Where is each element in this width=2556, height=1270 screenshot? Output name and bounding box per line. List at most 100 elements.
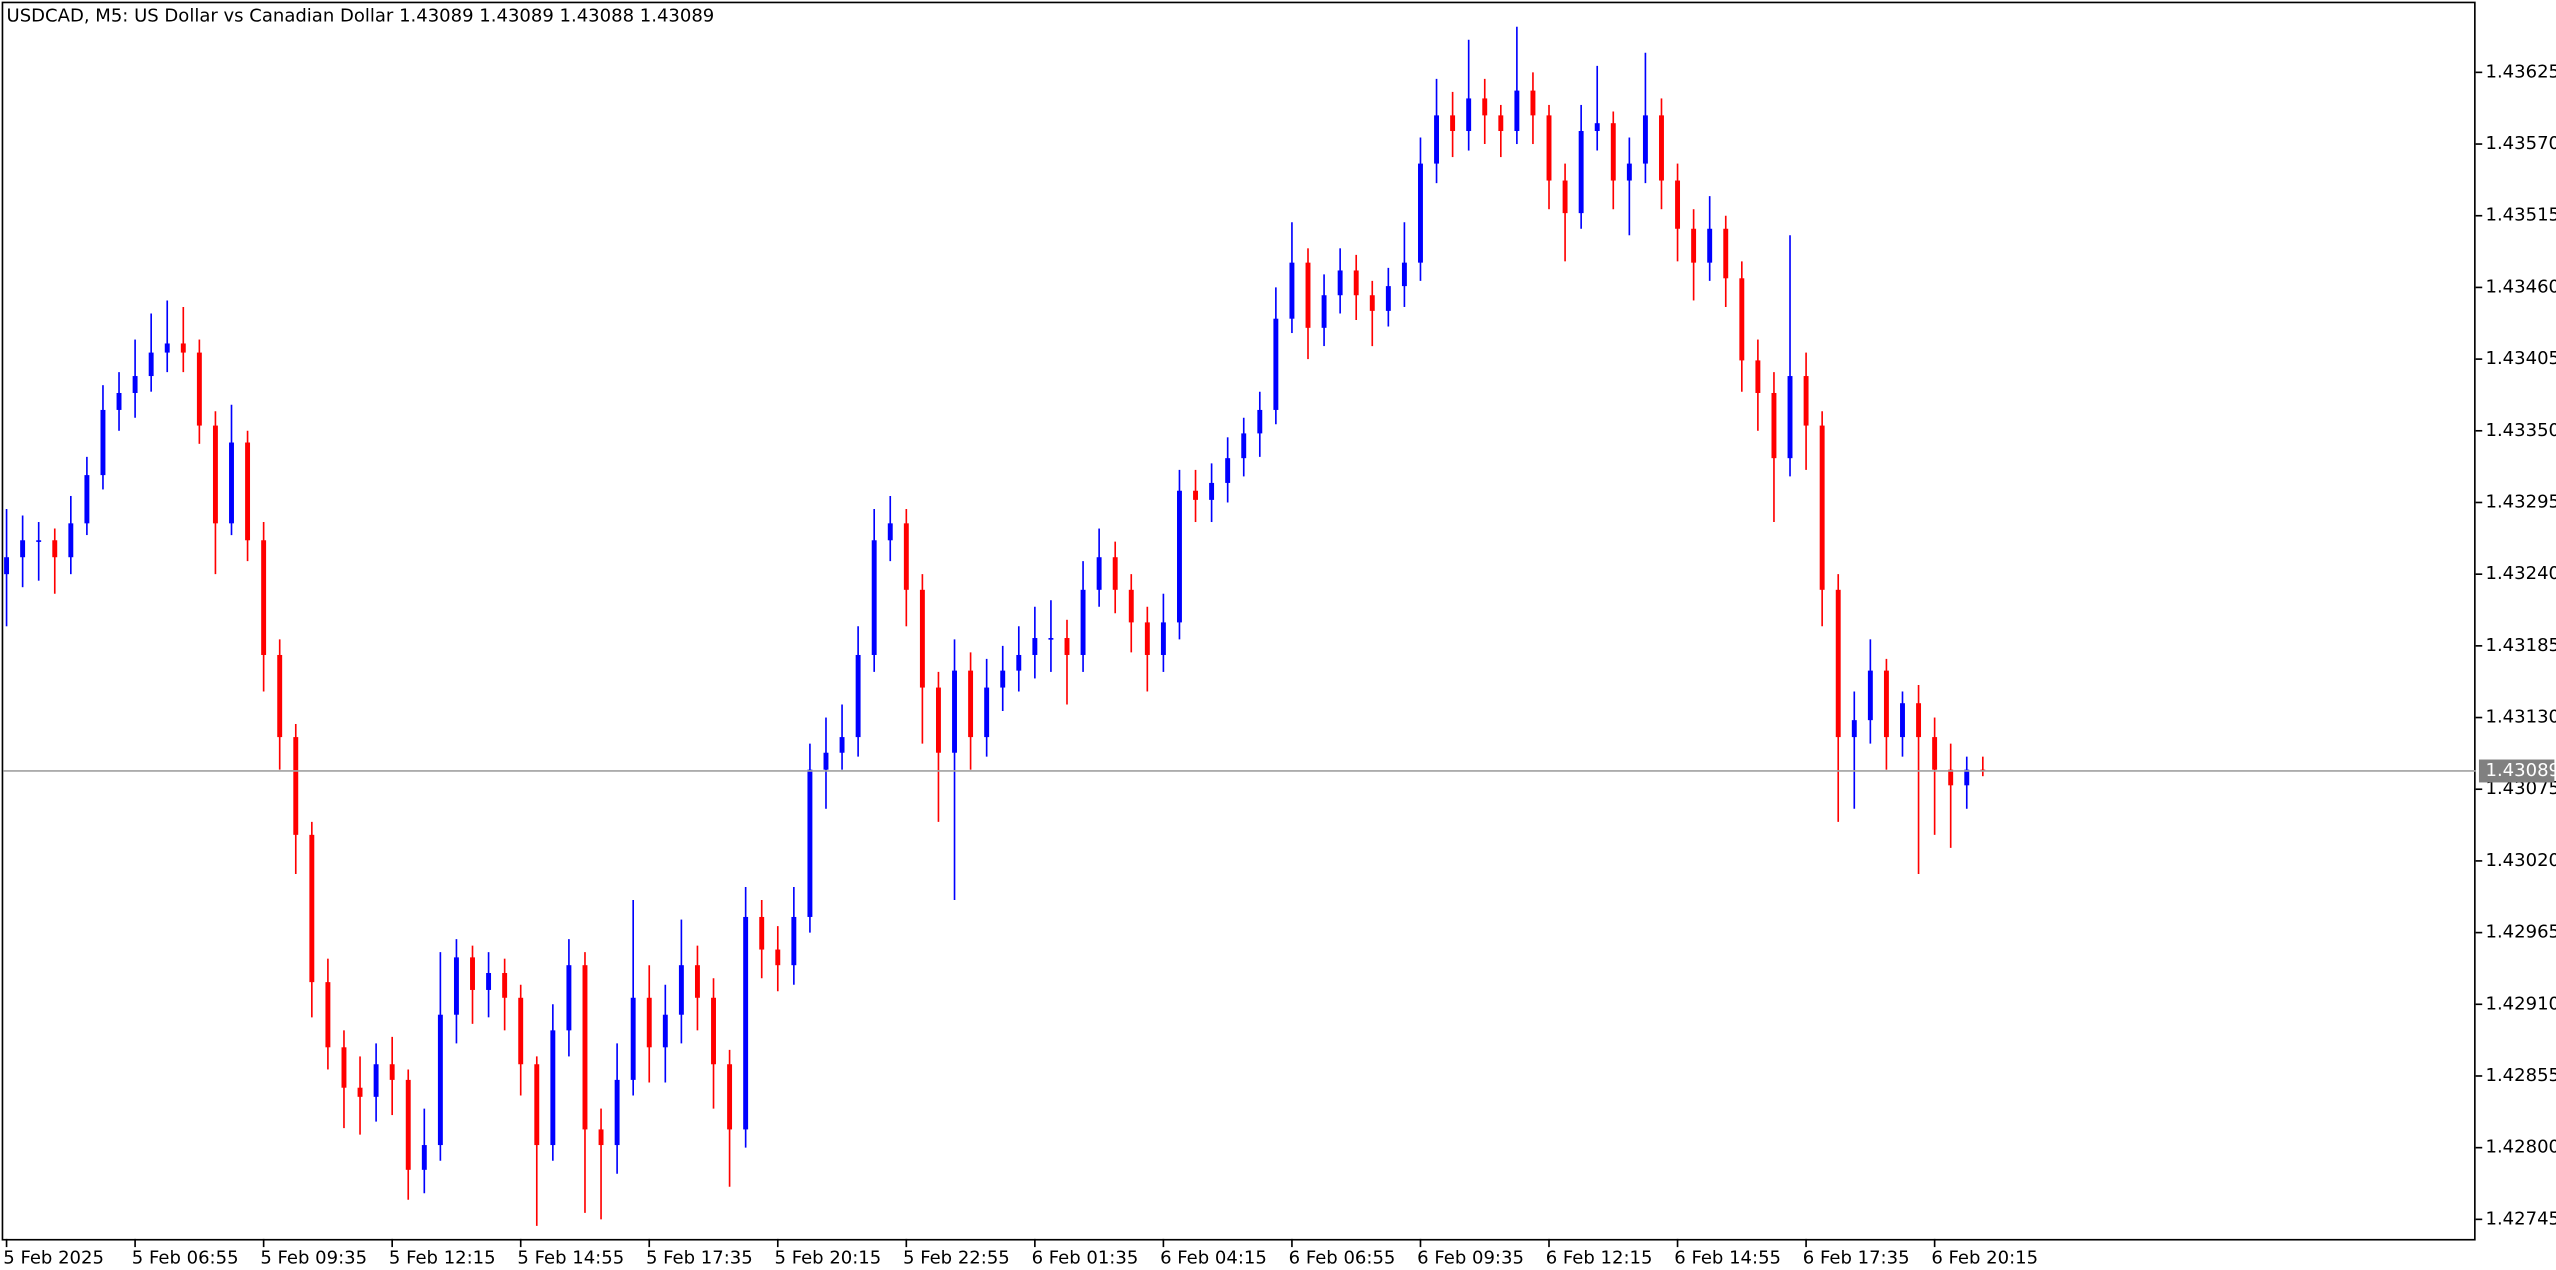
candle-body [919,589,925,688]
candle-body [1562,180,1568,214]
candle-body [309,834,315,983]
candle-body [711,997,716,1065]
candle-body [1675,180,1681,229]
candle-body [1803,376,1809,426]
candle-body [1337,270,1343,296]
candle-body [1514,90,1520,132]
candle-body [678,965,684,1015]
candle-body [1193,490,1198,500]
candle-body [1257,409,1263,434]
candle-body [373,1064,379,1097]
candle-body [470,957,475,990]
candle-body [261,540,267,655]
candle-body [293,737,299,835]
candle-body [389,1064,395,1080]
candle-body [1659,115,1664,181]
candle-body [807,769,813,917]
x-tick-label: 5 Feb 22:55 [903,1248,1010,1269]
x-tick-label: 6 Feb 04:15 [1160,1248,1267,1269]
candle-body [1626,163,1632,181]
candle-body [1642,115,1648,164]
chart-title: USDCAD, M5: US Dollar vs Canadian Dollar… [7,5,715,26]
candle-body [823,752,829,770]
candle-body [775,949,781,966]
y-tick-label: 1.43020 [2486,850,2556,871]
y-tick-label: 1.43570 [2486,133,2556,154]
candle-body [20,540,26,558]
candle-body [871,540,877,655]
candle-body [1000,670,1006,688]
candle-body [36,540,42,542]
x-tick-label: 5 Feb 06:55 [132,1248,239,1269]
candle-body [952,670,957,753]
candle-body [1225,458,1231,483]
candle-body [1755,360,1761,393]
candle-body [502,973,508,998]
y-tick-label: 1.43405 [2486,348,2556,369]
candle-body [1160,622,1166,655]
candle-body [582,965,588,1130]
candle-body [694,965,700,998]
candle-body [421,1145,427,1170]
y-tick-label: 1.43350 [2486,420,2556,441]
candle-body [1739,278,1745,361]
candle-body [1032,638,1038,655]
candle-body [229,442,234,524]
y-tick-label: 1.43625 [2486,61,2556,82]
candle-body [984,687,990,738]
candle-body [791,916,797,966]
x-tick-label: 6 Feb 06:55 [1289,1248,1396,1269]
candle-body [839,737,845,753]
x-tick-label: 6 Feb 14:55 [1674,1248,1781,1269]
candle-body [1385,286,1391,311]
candle-body [1048,638,1054,640]
x-tick-label: 6 Feb 01:35 [1032,1248,1139,1269]
x-tick-label: 6 Feb 12:15 [1546,1248,1653,1269]
y-tick-label: 1.43130 [2486,707,2556,728]
y-tick-label: 1.42910 [2486,993,2556,1014]
candle-body [357,1087,363,1097]
candle-body [1434,115,1440,164]
candle-body [1932,737,1938,770]
candle-body [341,1047,347,1088]
candle-body [196,352,202,426]
candle-body [1450,115,1456,132]
candle-body [1418,163,1423,263]
candle-body [1900,703,1905,738]
candle-body [646,997,652,1048]
candle-body [437,1014,443,1146]
y-tick-label: 1.42965 [2486,922,2556,943]
y-tick-label: 1.42745 [2486,1208,2556,1229]
candle-body [1771,392,1777,459]
candle-body [1177,490,1182,623]
candle-body [855,654,861,738]
x-tick-label: 5 Feb 17:35 [646,1248,753,1269]
candle-body [1080,589,1086,655]
candle-body [1369,295,1375,311]
x-tick-label: 6 Feb 09:35 [1417,1248,1524,1269]
x-tick-label: 5 Feb 20:15 [775,1248,882,1269]
x-tick-label: 6 Feb 17:35 [1803,1248,1910,1269]
candle-body [52,540,58,558]
candle-body [1144,622,1150,655]
candle-body [1128,589,1134,623]
candle-body [1723,228,1729,279]
candle-body [1578,131,1584,214]
y-tick-label: 1.42800 [2486,1137,2556,1158]
candle-body [1353,270,1359,296]
candle-body [1209,482,1215,500]
candle-body [518,997,524,1065]
y-tick-label: 1.43515 [2486,205,2556,226]
candle-body [1482,98,1488,116]
candle-body [1289,262,1295,319]
y-tick-label: 1.43075 [2486,778,2556,799]
candle-body [566,965,572,1031]
candle-body [1016,654,1022,671]
y-tick-label: 1.42855 [2486,1065,2556,1086]
candle-body [1241,433,1247,459]
candle-body [968,670,974,738]
candle-body [453,957,459,1015]
candle-body [662,1014,668,1048]
